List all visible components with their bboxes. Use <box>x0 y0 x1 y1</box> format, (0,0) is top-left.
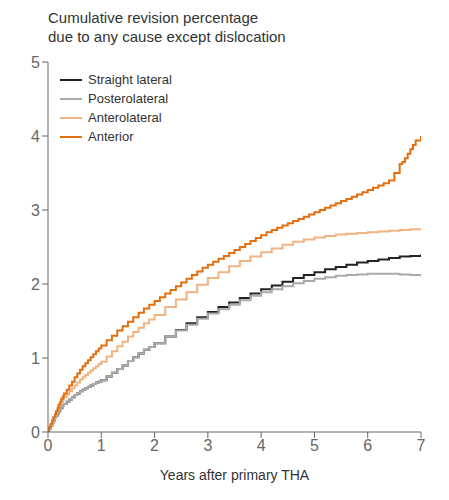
svg-text:2: 2 <box>150 437 159 454</box>
svg-text:5: 5 <box>310 437 319 454</box>
svg-text:3: 3 <box>31 202 40 219</box>
svg-text:1: 1 <box>31 350 40 367</box>
html-text:Posterolateral: Posterolateral <box>88 91 169 106</box>
html-text:Straight lateral: Straight lateral <box>88 72 172 87</box>
svg-text:7: 7 <box>417 437 426 454</box>
svg-text:4: 4 <box>257 437 266 454</box>
html-text:due to any cause except disloc: due to any cause except dislocation <box>48 28 286 45</box>
svg-text:4: 4 <box>31 128 40 145</box>
svg-text:Years after primary THA: Years after primary THA <box>160 467 310 483</box>
svg-text:3: 3 <box>203 437 212 454</box>
html-text:Anterolateral: Anterolateral <box>88 110 162 125</box>
svg-text:1: 1 <box>97 437 106 454</box>
svg-text:5: 5 <box>31 54 40 71</box>
svg-text:6: 6 <box>363 437 372 454</box>
svg-text:2: 2 <box>31 276 40 293</box>
svg-text:0: 0 <box>44 437 53 454</box>
html-text:Cumulative revision percentage: Cumulative revision percentage <box>48 9 259 26</box>
svg-text:0: 0 <box>31 424 40 441</box>
html-text:Anterior: Anterior <box>88 129 134 144</box>
